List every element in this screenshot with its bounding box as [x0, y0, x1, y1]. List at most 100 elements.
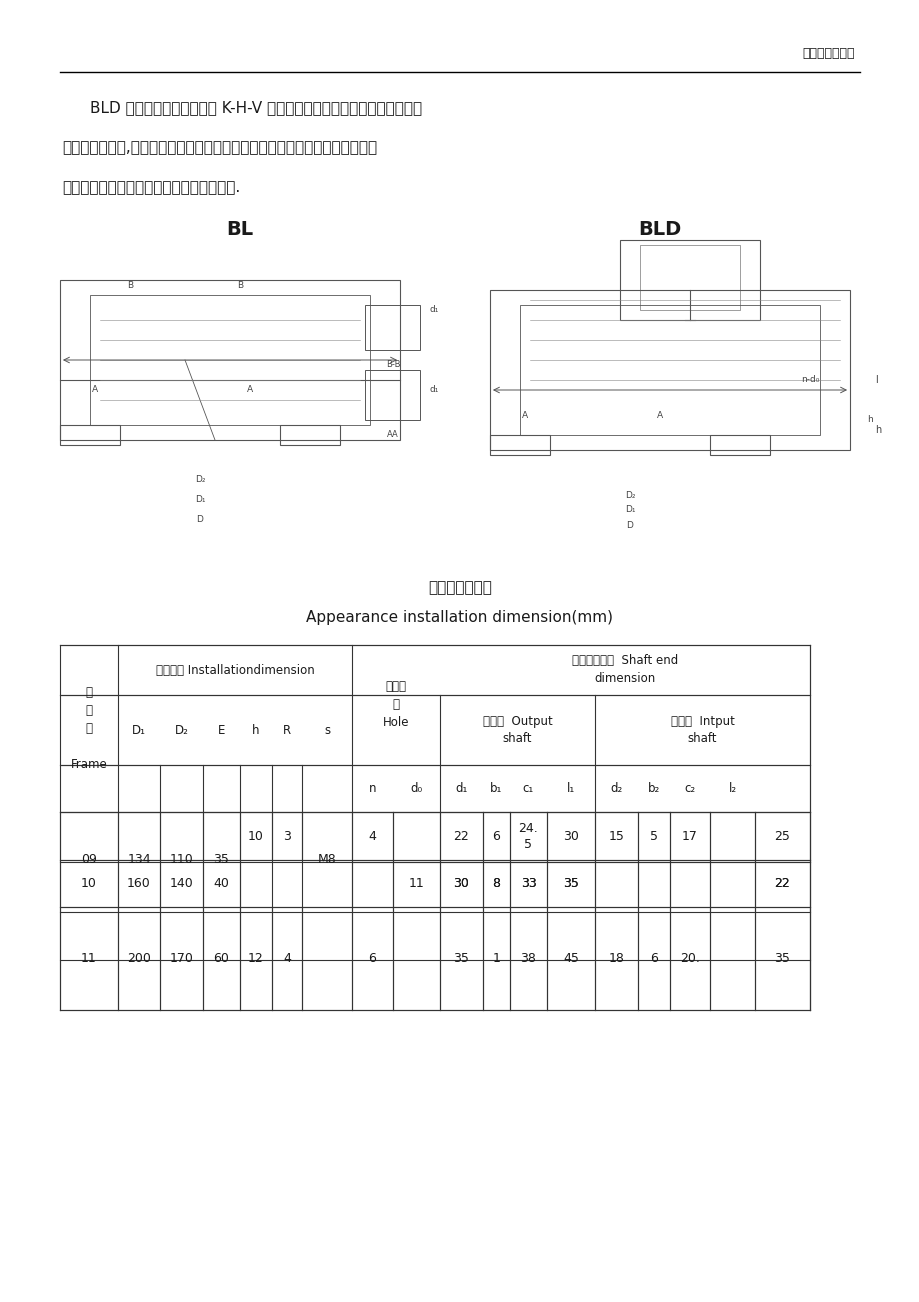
Text: 35: 35 [453, 952, 469, 965]
Text: d₁: d₁ [429, 385, 439, 395]
Text: A: A [92, 385, 98, 395]
Text: 安装尺寸 Installationdimension: 安装尺寸 Installationdimension [155, 664, 314, 677]
Text: 4: 4 [283, 952, 290, 965]
Text: 35: 35 [213, 853, 229, 866]
Bar [519, 305, 819, 435]
Text: 110: 110 [169, 853, 193, 866]
Text: 地脚螺
孔
Hole: 地脚螺 孔 Hole [382, 681, 409, 729]
Text: h: h [252, 724, 259, 737]
Text: 的新颖传动机械,广泛应用于纺织印染、轻工食品、冶金矿山、石油化工、起重: 的新颖传动机械,广泛应用于纺织印染、轻工食品、冶金矿山、石油化工、起重 [62, 141, 377, 155]
Text: 6: 6 [492, 829, 500, 842]
Text: D₁: D₁ [195, 496, 205, 504]
Text: AA: AA [387, 430, 399, 439]
Text: A: A [246, 385, 253, 395]
Text: 38: 38 [520, 952, 536, 965]
Text: d₁: d₁ [455, 783, 467, 796]
Text: 22: 22 [453, 829, 469, 842]
Text: 15: 15 [607, 829, 624, 842]
Text: 5: 5 [650, 829, 657, 842]
Text: A: A [656, 410, 663, 419]
Text: 200: 200 [127, 952, 151, 965]
Text: 40: 40 [213, 878, 229, 891]
Text: 140: 140 [169, 878, 193, 891]
Text: 8: 8 [492, 878, 500, 891]
Text: c₁: c₁ [522, 783, 534, 796]
Text: d₁: d₁ [429, 306, 439, 315]
Text: s: s [323, 724, 330, 737]
Text: 30: 30 [562, 829, 578, 842]
Text: 1: 1 [492, 952, 500, 965]
Text: D₂: D₂ [624, 491, 634, 500]
Text: E: E [218, 724, 225, 737]
Bar [490, 290, 849, 450]
Text: 33: 33 [520, 878, 536, 891]
Bar [60, 424, 119, 445]
Text: h: h [867, 415, 872, 424]
Text: l₁: l₁ [566, 783, 574, 796]
Bar [365, 370, 420, 421]
Text: BLD: BLD [638, 220, 681, 240]
Text: 11: 11 [81, 952, 96, 965]
Text: 输入轴  Intput
shaft: 输入轴 Intput shaft [670, 715, 733, 746]
Text: 17: 17 [681, 829, 698, 842]
Text: 4: 4 [369, 829, 376, 842]
Text: 8: 8 [492, 878, 500, 891]
Text: 输出轴  Output
shaft: 输出轴 Output shaft [482, 715, 551, 746]
Text: l: l [874, 375, 877, 385]
Text: B: B [127, 280, 133, 289]
Text: 35: 35 [774, 952, 789, 965]
Bar [365, 305, 420, 350]
Text: n: n [369, 783, 376, 796]
Text: 45: 45 [562, 952, 578, 965]
Text: M8: M8 [317, 853, 336, 866]
Text: 24.
5: 24. 5 [518, 822, 538, 850]
Text: 运输及工程机械等领域中的驱动和减速装置.: 运输及工程机械等领域中的驱动和减速装置. [62, 180, 240, 195]
Text: 外形及安装尺寸: 外形及安装尺寸 [427, 579, 492, 595]
Text: 35: 35 [562, 878, 578, 891]
Text: 22: 22 [774, 878, 789, 891]
Text: 轴伸连接尺寸  Shaft end
dimension: 轴伸连接尺寸 Shaft end dimension [572, 655, 677, 685]
Text: B-B: B-B [385, 359, 400, 368]
Text: 6: 6 [369, 952, 376, 965]
Text: 09: 09 [81, 853, 96, 866]
Text: 河北沃森减速机: 河北沃森减速机 [801, 47, 854, 60]
Text: 25: 25 [774, 829, 789, 842]
Text: d₀: d₀ [410, 783, 422, 796]
Text: 10: 10 [81, 878, 96, 891]
Text: 18: 18 [607, 952, 624, 965]
Text: 10: 10 [248, 829, 264, 842]
Bar [279, 424, 340, 445]
Bar [490, 435, 550, 454]
Bar [60, 280, 400, 440]
Text: h: h [874, 424, 880, 435]
Text: b₁: b₁ [490, 783, 502, 796]
Text: B: B [237, 280, 243, 289]
Text: 60: 60 [213, 952, 229, 965]
Text: 20.: 20. [679, 952, 699, 965]
Text: 160: 160 [127, 878, 151, 891]
Text: n-d₀: n-d₀ [800, 375, 818, 384]
Text: A: A [521, 410, 528, 419]
Text: R: R [283, 724, 290, 737]
Text: 170: 170 [169, 952, 193, 965]
Text: 6: 6 [650, 952, 657, 965]
Text: 134: 134 [127, 853, 151, 866]
Text: D₂: D₂ [195, 475, 205, 484]
Text: 3: 3 [283, 829, 290, 842]
Bar [640, 245, 739, 310]
Text: 机
型
号

Frame: 机 型 号 Frame [71, 686, 108, 771]
Text: 30: 30 [453, 878, 469, 891]
Text: D₁: D₁ [131, 724, 146, 737]
Text: D₂: D₂ [175, 724, 188, 737]
Text: 35: 35 [562, 878, 578, 891]
Text: b₂: b₂ [647, 783, 660, 796]
Text: 22: 22 [774, 878, 789, 891]
Text: 30: 30 [453, 878, 469, 891]
Text: BL: BL [226, 220, 254, 240]
Text: Appearance installation dimension(mm): Appearance installation dimension(mm) [306, 611, 613, 625]
Text: 33: 33 [520, 878, 536, 891]
Text: c₂: c₂ [684, 783, 695, 796]
Text: d₂: d₂ [609, 783, 622, 796]
Bar [90, 296, 369, 424]
Text: D: D [626, 521, 633, 530]
